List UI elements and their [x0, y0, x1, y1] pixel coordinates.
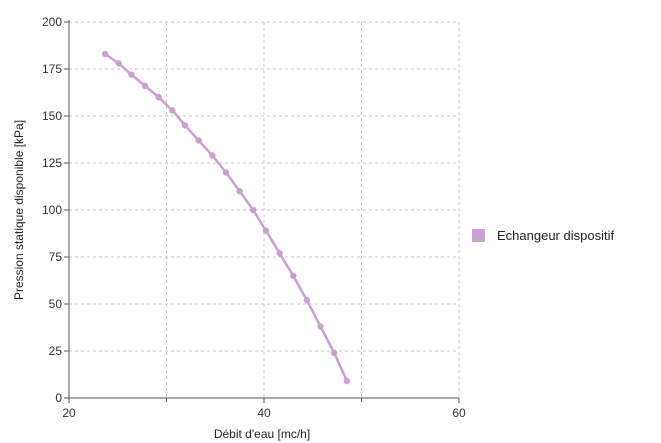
data-point: [250, 206, 257, 214]
y-tick-label: 50: [49, 297, 63, 311]
grid: [69, 21, 460, 398]
y-axis-title: Pression statique disponible [kPa]: [12, 120, 26, 300]
data-point: [128, 71, 135, 78]
data-point: [303, 297, 311, 304]
x-tick-label: 60: [452, 406, 466, 420]
data-point: [141, 82, 149, 90]
x-tick-label: 40: [257, 406, 271, 420]
y-tick-label: 150: [42, 109, 62, 123]
data-point: [262, 227, 270, 234]
legend-swatch: [472, 229, 485, 242]
data-point: [181, 122, 189, 129]
data-point: [155, 94, 162, 101]
x-tick-label: 20: [62, 406, 76, 420]
y-tick-label: 75: [49, 250, 63, 264]
data-point: [209, 152, 216, 159]
axes: [64, 20, 460, 403]
data-point: [222, 169, 230, 176]
y-tick-label: 25: [49, 344, 63, 358]
data-point: [195, 137, 202, 144]
y-tick-label: 0: [55, 391, 62, 405]
tick-labels: 0 25 50 75 100 125 150 175 200 20 40 60: [42, 15, 466, 420]
y-tick-label: 175: [42, 62, 62, 76]
y-tick-label: 125: [42, 156, 62, 170]
plot-area: [101, 50, 351, 385]
legend-label: Echangeur dispositif: [497, 228, 614, 243]
data-point: [101, 50, 109, 58]
data-point: [276, 250, 283, 257]
y-tick-label: 100: [42, 203, 62, 217]
data-point: [115, 60, 122, 67]
series-line: [104, 52, 349, 382]
data-point: [317, 323, 324, 330]
y-tick-label: 200: [42, 15, 62, 29]
data-point: [331, 349, 338, 357]
data-point: [169, 107, 176, 114]
data-point: [343, 377, 351, 385]
data-point: [236, 188, 243, 195]
legend: Echangeur dispositif: [472, 228, 614, 243]
x-axis-title: Débit d'eau [mc/h]: [214, 427, 310, 441]
data-point: [290, 272, 297, 279]
